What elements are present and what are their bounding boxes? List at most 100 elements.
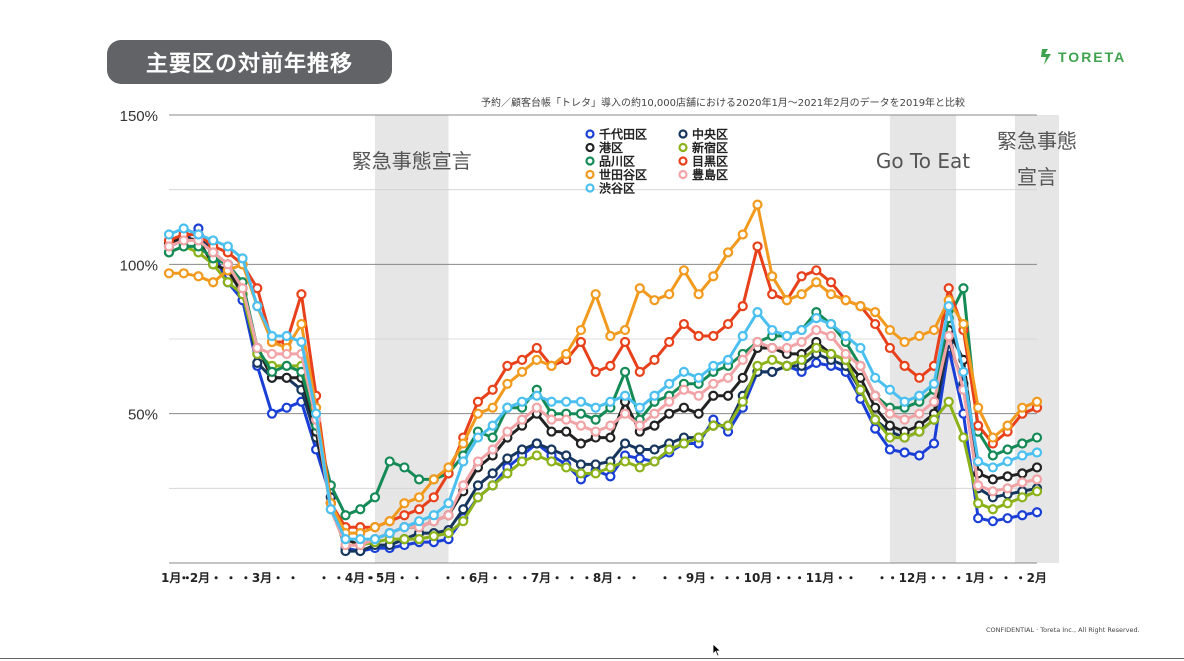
data-point [825, 348, 837, 360]
data-point [487, 480, 498, 491]
series-6 [163, 199, 1043, 539]
data-point [943, 283, 954, 294]
data-point [914, 390, 925, 401]
data-point [502, 426, 513, 437]
data-point [605, 420, 616, 431]
data-point [1017, 492, 1028, 503]
data-point [781, 360, 792, 371]
data-point [958, 366, 969, 377]
data-point [281, 372, 292, 383]
data-point [355, 504, 366, 515]
data-point [752, 336, 763, 348]
data-point [414, 534, 425, 545]
data-point [708, 378, 719, 389]
data-point [796, 289, 807, 300]
x-tick-label: ・2月 [1015, 571, 1047, 585]
data-point [973, 420, 984, 431]
data-point [737, 396, 748, 407]
data-point [619, 438, 631, 449]
data-point [561, 414, 572, 425]
x-tick-label: ・ [659, 571, 671, 585]
data-point [1002, 471, 1013, 482]
data-point [649, 354, 660, 366]
data-point [1031, 447, 1043, 458]
data-point [693, 289, 704, 300]
data-point [1031, 396, 1043, 407]
legend-label: 中央区 [692, 127, 728, 142]
mouse-cursor-icon [712, 643, 722, 657]
data-point [678, 402, 690, 413]
data-point [590, 402, 601, 413]
data-point [811, 277, 822, 288]
data-point [840, 348, 851, 360]
data-point [811, 324, 822, 336]
data-point [222, 277, 233, 288]
x-tick-label: ・ [318, 571, 330, 585]
data-point [752, 307, 763, 318]
data-point [1031, 486, 1043, 497]
x-tick-label: ・1月・ [953, 571, 997, 585]
shaded-period-label: 緊急事態 [997, 129, 1077, 153]
data-point [899, 396, 910, 407]
x-tick-label: ・ [628, 571, 640, 585]
data-point [884, 420, 895, 431]
data-point [575, 336, 587, 348]
data-point [870, 307, 881, 318]
data-point [590, 459, 601, 470]
data-point [502, 360, 513, 371]
data-point [767, 366, 778, 377]
data-point [590, 366, 601, 377]
data-point [575, 459, 587, 470]
legend-label: 世田谷区 [599, 167, 647, 182]
data-point [796, 324, 807, 336]
data-point [855, 360, 866, 371]
data-point [634, 462, 645, 473]
x-tick-label: ・ [504, 571, 516, 585]
data-point [634, 366, 645, 377]
data-point [634, 402, 645, 413]
data-point [722, 247, 734, 258]
series-8 [163, 223, 1043, 545]
data-point [958, 318, 969, 330]
chart-subtitle: 予約／顧客台帳「トレタ」導入の約10,000店舗における2020年1月〜2021… [481, 98, 966, 109]
data-point [163, 268, 175, 279]
data-point [811, 342, 822, 354]
data-point [619, 456, 631, 467]
data-point [987, 432, 998, 443]
data-point [884, 432, 895, 443]
data-point [1031, 507, 1043, 518]
x-tick-label: 1月・ [161, 571, 193, 585]
data-point [428, 474, 439, 485]
data-point [252, 342, 263, 354]
data-point [458, 516, 469, 527]
legend-marker [585, 156, 595, 166]
data-point [472, 492, 484, 503]
data-point [266, 348, 278, 360]
data-point [472, 456, 484, 467]
data-point [752, 360, 763, 371]
legend-marker [678, 169, 688, 180]
data-point [516, 366, 528, 377]
data-point [708, 390, 719, 401]
data-point [870, 390, 881, 401]
data-point [884, 384, 895, 395]
data-point [737, 354, 748, 366]
data-point [487, 468, 498, 479]
data-point [163, 229, 175, 240]
data-point [973, 513, 984, 524]
data-point [605, 462, 616, 473]
legend-marker [585, 183, 595, 193]
data-point [546, 396, 557, 407]
data-point [767, 324, 778, 336]
data-point [531, 450, 542, 461]
data-point [575, 468, 587, 479]
toreta-logo-icon [1041, 49, 1051, 65]
x-tick-label: ・11月・ [794, 571, 847, 585]
x-tick-label: ・6月・ [457, 571, 501, 585]
shaded-period-label: 宣言 [1017, 165, 1057, 189]
data-point [928, 438, 940, 449]
data-point [693, 330, 704, 342]
logo-text: TORETA [1058, 49, 1127, 65]
